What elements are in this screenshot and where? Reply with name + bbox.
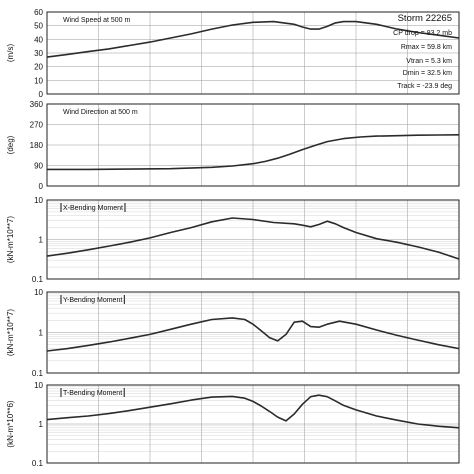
series-line <box>46 317 460 352</box>
panel-title: Wind Direction at 500 m <box>63 109 138 116</box>
plot-frame <box>46 103 460 187</box>
plot-frame <box>46 11 460 95</box>
y-tick-label: 20 <box>34 63 43 72</box>
y-tick-label: 0.1 <box>32 369 44 378</box>
chart-panel-1: 0 10 20 30 40 50 60 (m/s) Wind Speed at 500 m <box>6 8 460 99</box>
chart-panel-3: 0.1 1 10 (kN-m*10**7) X-Bending Moment <box>6 196 460 284</box>
y-tick-label: 0 <box>39 90 44 99</box>
y-tick-label: 10 <box>34 196 43 205</box>
y-axis-label: (kN-m*10**7) <box>6 309 15 356</box>
storm-param: Dmin = 32.5 km <box>403 70 452 77</box>
panel-title: X-Bending Moment <box>63 205 123 212</box>
y-tick-label: 0.1 <box>32 459 44 468</box>
chart-panels: 0 10 20 30 40 50 60 (m/s) Wind Speed at 500 m 0 90… <box>6 8 460 468</box>
chart-panel-4: 0.1 1 10 (kN-m*10**7) Y-Bending Moment <box>6 288 460 378</box>
series-line <box>46 20 460 58</box>
y-tick-label: 90 <box>34 162 43 171</box>
y-tick-label: 360 <box>30 100 44 109</box>
y-axis-label: (kN-m*10**7) <box>6 216 15 263</box>
panel-title: Y-Bending Moment <box>63 297 122 304</box>
y-tick-label: 30 <box>34 49 43 58</box>
y-tick-label: 1 <box>39 236 44 245</box>
chart-panel-2: 0 90 180 270 360 (deg) Wind Direction at 500 m <box>6 100 460 191</box>
storm-param: CP drop = 83.2 mb <box>393 30 452 37</box>
y-tick-label: 10 <box>34 288 43 297</box>
storm-info-box: Storm 22265 CP drop = 83.2 mb Rmax = 59.… <box>393 13 452 90</box>
y-tick-label: 1 <box>39 329 44 338</box>
y-tick-label: 180 <box>30 141 44 150</box>
chart-panel-5: 0.1 1 10 (kN-m*10**6) T-Bending Moment <box>6 381 460 468</box>
series-line <box>46 394 460 429</box>
y-tick-label: 10 <box>34 76 43 85</box>
y-tick-label: 50 <box>34 22 43 31</box>
y-axis-label: (m/s) <box>6 44 15 63</box>
series-line <box>46 217 460 260</box>
storm-param: Track = -23.9 deg <box>397 83 452 90</box>
plot-frame <box>46 291 460 374</box>
y-tick-label: 60 <box>34 8 43 17</box>
plot-frame <box>46 199 460 280</box>
y-tick-label: 0 <box>39 182 44 191</box>
y-axis-label: (kN-m*10**6) <box>6 400 15 447</box>
panel-title: T-Bending Moment <box>63 390 122 397</box>
panel-title: Wind Speed at 500 m <box>63 17 130 24</box>
plot-frame <box>46 384 460 464</box>
storm-param: Vtran = 5.3 km <box>406 58 452 65</box>
y-tick-label: 10 <box>34 381 43 390</box>
y-axis-label: (deg) <box>6 135 15 154</box>
y-tick-label: 0.1 <box>32 275 44 284</box>
y-tick-label: 40 <box>34 35 43 44</box>
storm-title: Storm 22265 <box>398 13 452 24</box>
y-tick-label: 270 <box>30 121 44 130</box>
y-tick-label: 1 <box>39 420 44 429</box>
series-line <box>47 134 460 171</box>
storm-param: Rmax = 59.8 km <box>401 44 452 51</box>
